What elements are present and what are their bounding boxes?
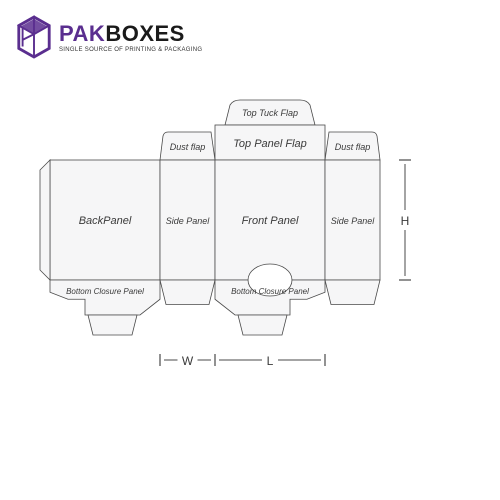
svg-text:Dust flap: Dust flap bbox=[335, 142, 371, 152]
svg-text:Bottom Closure Panel: Bottom Closure Panel bbox=[66, 287, 144, 296]
svg-text:Side Panel: Side Panel bbox=[166, 216, 211, 226]
logo-boxes: BOXES bbox=[105, 21, 185, 46]
svg-text:H: H bbox=[401, 214, 410, 228]
logo-text: PAKBOXES bbox=[59, 21, 202, 47]
logo-hexagon-icon bbox=[15, 15, 53, 59]
svg-text:Top Tuck Flap: Top Tuck Flap bbox=[242, 108, 298, 118]
svg-text:Side Panel: Side Panel bbox=[331, 216, 376, 226]
box-dieline-diagram: Top Tuck Flap Top Panel Flap Dust flap Dust… bbox=[30, 90, 480, 470]
svg-text:Bottom Closure Panel: Bottom Closure Panel bbox=[231, 287, 309, 296]
svg-text:L: L bbox=[267, 354, 274, 368]
svg-text:Top Panel Flap: Top Panel Flap bbox=[233, 138, 307, 150]
svg-text:W: W bbox=[182, 354, 194, 368]
logo-tagline: SINGLE SOURCE OF PRINTING & PACKAGING bbox=[59, 47, 202, 53]
svg-text:Dust flap: Dust flap bbox=[170, 142, 206, 152]
svg-text:Front Panel: Front Panel bbox=[242, 215, 299, 227]
logo-pak: PAK bbox=[59, 21, 105, 46]
svg-text:BackPanel: BackPanel bbox=[79, 215, 132, 227]
logo: PAKBOXES SINGLE SOURCE OF PRINTING & PAC… bbox=[15, 15, 202, 59]
